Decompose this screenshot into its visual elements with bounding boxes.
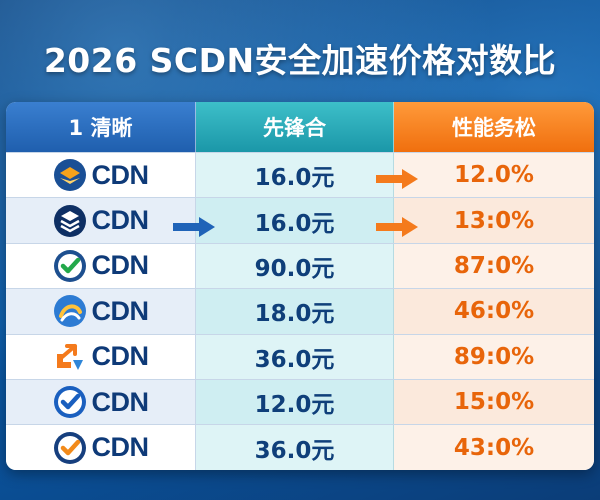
table-row: CDN 16.0元 12.0% (6, 152, 594, 198)
perf-cell: 89:0% (394, 334, 594, 379)
perf-cell: 15:0% (394, 379, 594, 425)
provider-cell: CDN (6, 243, 196, 289)
provider-name: CDN (91, 341, 150, 372)
orange-arrow-icon (376, 169, 418, 189)
perf-cell: 43:0% (394, 425, 594, 470)
blue-arrow-icon (173, 217, 215, 237)
perf-cell: 12.0% (394, 153, 594, 198)
table-row: CDN 16.0元 13:0% (6, 197, 594, 243)
provider-cell: CDN (6, 289, 196, 334)
comparison-table: 1 清晰 先锋合 性能务松 CDN 16.0元 12.0% CDN 16. (6, 102, 594, 470)
provider-name: CDN (91, 205, 150, 236)
price-cell: 18.0元 (196, 289, 394, 334)
blue-swirl-icon (53, 295, 86, 328)
perf-cell: 46:0% (394, 289, 594, 334)
provider-cell: CDN (6, 334, 196, 379)
header-col-3: 性能务松 (394, 102, 594, 152)
provider-name: CDN (91, 295, 150, 326)
price-cell: 36.0元 (196, 334, 394, 379)
provider-cell: CDN (6, 379, 196, 425)
price-cell: 16.0元 (196, 198, 394, 243)
blue-check-icon (53, 386, 86, 419)
page-title: 2026 SCDN安全加速价格对数比 (43, 41, 557, 80)
provider-cell: CDN (6, 198, 196, 243)
table-row: CDN 12.0元 15:0% (6, 378, 594, 425)
provider-name: CDN (91, 432, 150, 463)
header-col-2: 先锋合 (196, 102, 394, 152)
header-col-1: 1 清晰 (6, 102, 196, 152)
table-row: CDN 90.0元 87:0% (6, 242, 594, 289)
orange-arrows-icon (56, 343, 83, 370)
table-row: CDN 36.0元 89:0% (6, 333, 594, 379)
price-cell: 36.0元 (196, 425, 394, 470)
price-cell: 90.0元 (196, 243, 394, 289)
provider-name: CDN (91, 159, 150, 190)
orange-blue-layers-icon (53, 159, 86, 192)
provider-cell: CDN (6, 425, 196, 470)
perf-cell: 87:0% (394, 243, 594, 289)
navy-stack-icon (53, 204, 86, 237)
table-row: CDN 36.0元 43:0% (6, 424, 594, 470)
green-check-icon (53, 249, 86, 282)
orange-check-icon (53, 431, 86, 464)
orange-arrow-icon (376, 217, 418, 237)
table-row: CDN 18.0元 46:0% (6, 288, 594, 334)
price-cell: 12.0元 (196, 379, 394, 425)
provider-cell: CDN (6, 153, 196, 198)
perf-cell: 13:0% (394, 198, 594, 243)
provider-name: CDN (91, 250, 150, 281)
price-cell: 16.0元 (196, 153, 394, 198)
provider-name: CDN (91, 386, 150, 417)
table-header: 1 清晰 先锋合 性能务松 (6, 102, 594, 152)
